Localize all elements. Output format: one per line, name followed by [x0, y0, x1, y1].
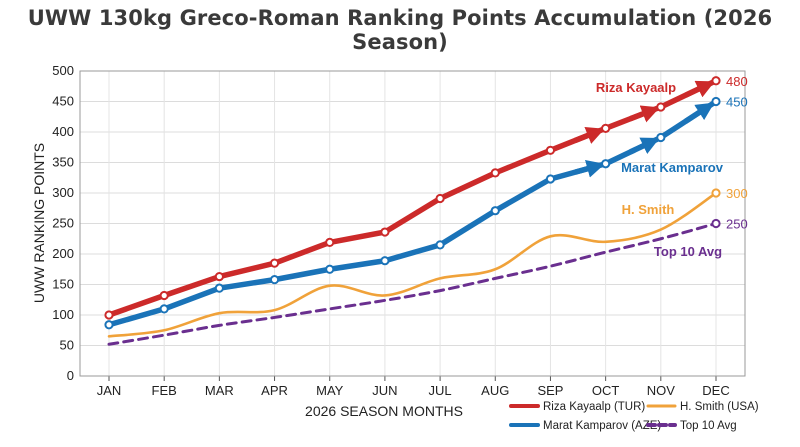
arrow-segment-riza — [574, 127, 605, 144]
chart-title: UWW 130kg Greco-Roman Ranking Points Acc… — [27, 6, 773, 54]
arrow-segment-riza — [684, 80, 715, 98]
y-tick-label: 50 — [60, 338, 74, 353]
data-point-riza — [490, 168, 500, 178]
data-point-riza — [214, 271, 224, 282]
data-point-marat — [269, 275, 280, 285]
data-point-marat — [545, 174, 556, 184]
data-point-marat — [214, 283, 224, 293]
data-point-riza — [711, 76, 721, 86]
x-tick-label: JAN — [97, 383, 122, 398]
data-point-riza — [435, 193, 445, 204]
data-point-smith — [711, 188, 721, 198]
grid-layer — [80, 70, 745, 377]
legend-entry-marat: Marat Kamparov (AZE) — [543, 420, 661, 432]
arrow-segment-riza — [629, 105, 660, 123]
x-tick-label: APR — [261, 383, 288, 398]
data-point-marat — [325, 264, 335, 274]
x-tick-label: AUG — [481, 383, 509, 398]
x-tick-label: MAR — [205, 383, 234, 398]
x-tick-label: JUL — [429, 383, 452, 398]
arrow-segment-marat — [629, 137, 660, 155]
data-point-riza — [159, 290, 169, 301]
x-tick-label: NOV — [647, 383, 676, 398]
data-point-marat — [490, 206, 500, 216]
x-tick-label: MAY — [316, 383, 344, 398]
series-name-label-smith: H. Smith — [622, 202, 675, 217]
x-axis-title: 2026 SEASON MONTHS — [305, 403, 463, 419]
end-value-label-marat: 450 — [726, 95, 748, 110]
data-point-marat — [656, 132, 666, 143]
legend: Riza Kayaalp (TUR) Marat Kamparov (AZE) H.… — [509, 401, 759, 432]
data-point-riza — [656, 102, 666, 112]
y-tick-label: 450 — [52, 94, 74, 109]
label-layer: 250 300 450 480 Riza Kayaalp Marat Kamparov H.… — [596, 74, 748, 259]
series-name-label-top10: Top 10 Avg — [654, 244, 722, 259]
y-tick-label: 400 — [52, 124, 74, 139]
x-tick-label: JUN — [372, 383, 397, 398]
end-value-label-smith: 300 — [726, 186, 748, 201]
data-point-riza — [269, 258, 280, 268]
series-line-smith — [107, 191, 718, 338]
data-point-riza — [380, 227, 390, 237]
y-tick-label: 200 — [52, 246, 74, 261]
data-point-marat — [711, 96, 721, 107]
data-point-marat — [104, 320, 114, 330]
series-name-label-marat: Marat Kamparov — [621, 160, 724, 175]
axis-layer: 0 50 100 150 200 250 300 350 400 450 500 JAN FEB MAR A… — [52, 63, 746, 398]
y-tick-label: 100 — [52, 307, 74, 322]
data-point-marat — [159, 304, 169, 314]
y-tick-label: 250 — [52, 216, 74, 231]
series-line-riza — [106, 78, 719, 318]
arrow-segment-marat — [684, 102, 715, 124]
x-tick-label: OCT — [592, 383, 620, 398]
series-line-marat — [106, 98, 719, 328]
y-tick-label: 0 — [67, 368, 74, 383]
data-point-top10 — [711, 218, 721, 229]
end-value-label-riza: 480 — [726, 74, 748, 89]
data-point-riza — [325, 237, 335, 248]
data-point-marat — [435, 240, 445, 250]
end-value-label-top10: 250 — [726, 217, 748, 232]
y-tick-label: 150 — [52, 277, 74, 292]
plot-area-border — [79, 70, 746, 377]
legend-entry-top10: Top 10 Avg — [680, 420, 737, 432]
series-line-top10 — [107, 222, 718, 346]
x-tick-label: FEB — [152, 383, 177, 398]
y-tick-label: 500 — [52, 63, 74, 78]
y-tick-label: 300 — [52, 185, 74, 200]
series-name-label-riza: Riza Kayaalp — [596, 80, 676, 95]
data-point-marat — [601, 159, 611, 169]
arrow-segment-marat — [574, 160, 605, 178]
y-axis-title: UWW RANKING POINTS — [31, 143, 47, 303]
data-point-riza — [601, 123, 611, 133]
data-point-riza — [104, 310, 114, 320]
data-point-riza — [545, 145, 556, 155]
series-layer — [104, 76, 721, 346]
x-tick-label: SEP — [537, 383, 563, 398]
y-tick-label: 350 — [52, 155, 74, 170]
legend-entry-riza: Riza Kayaalp (TUR) — [543, 401, 645, 413]
data-point-marat — [380, 256, 390, 266]
x-tick-label: DEC — [702, 383, 729, 398]
legend-entry-smith: H. Smith (USA) — [680, 401, 759, 413]
